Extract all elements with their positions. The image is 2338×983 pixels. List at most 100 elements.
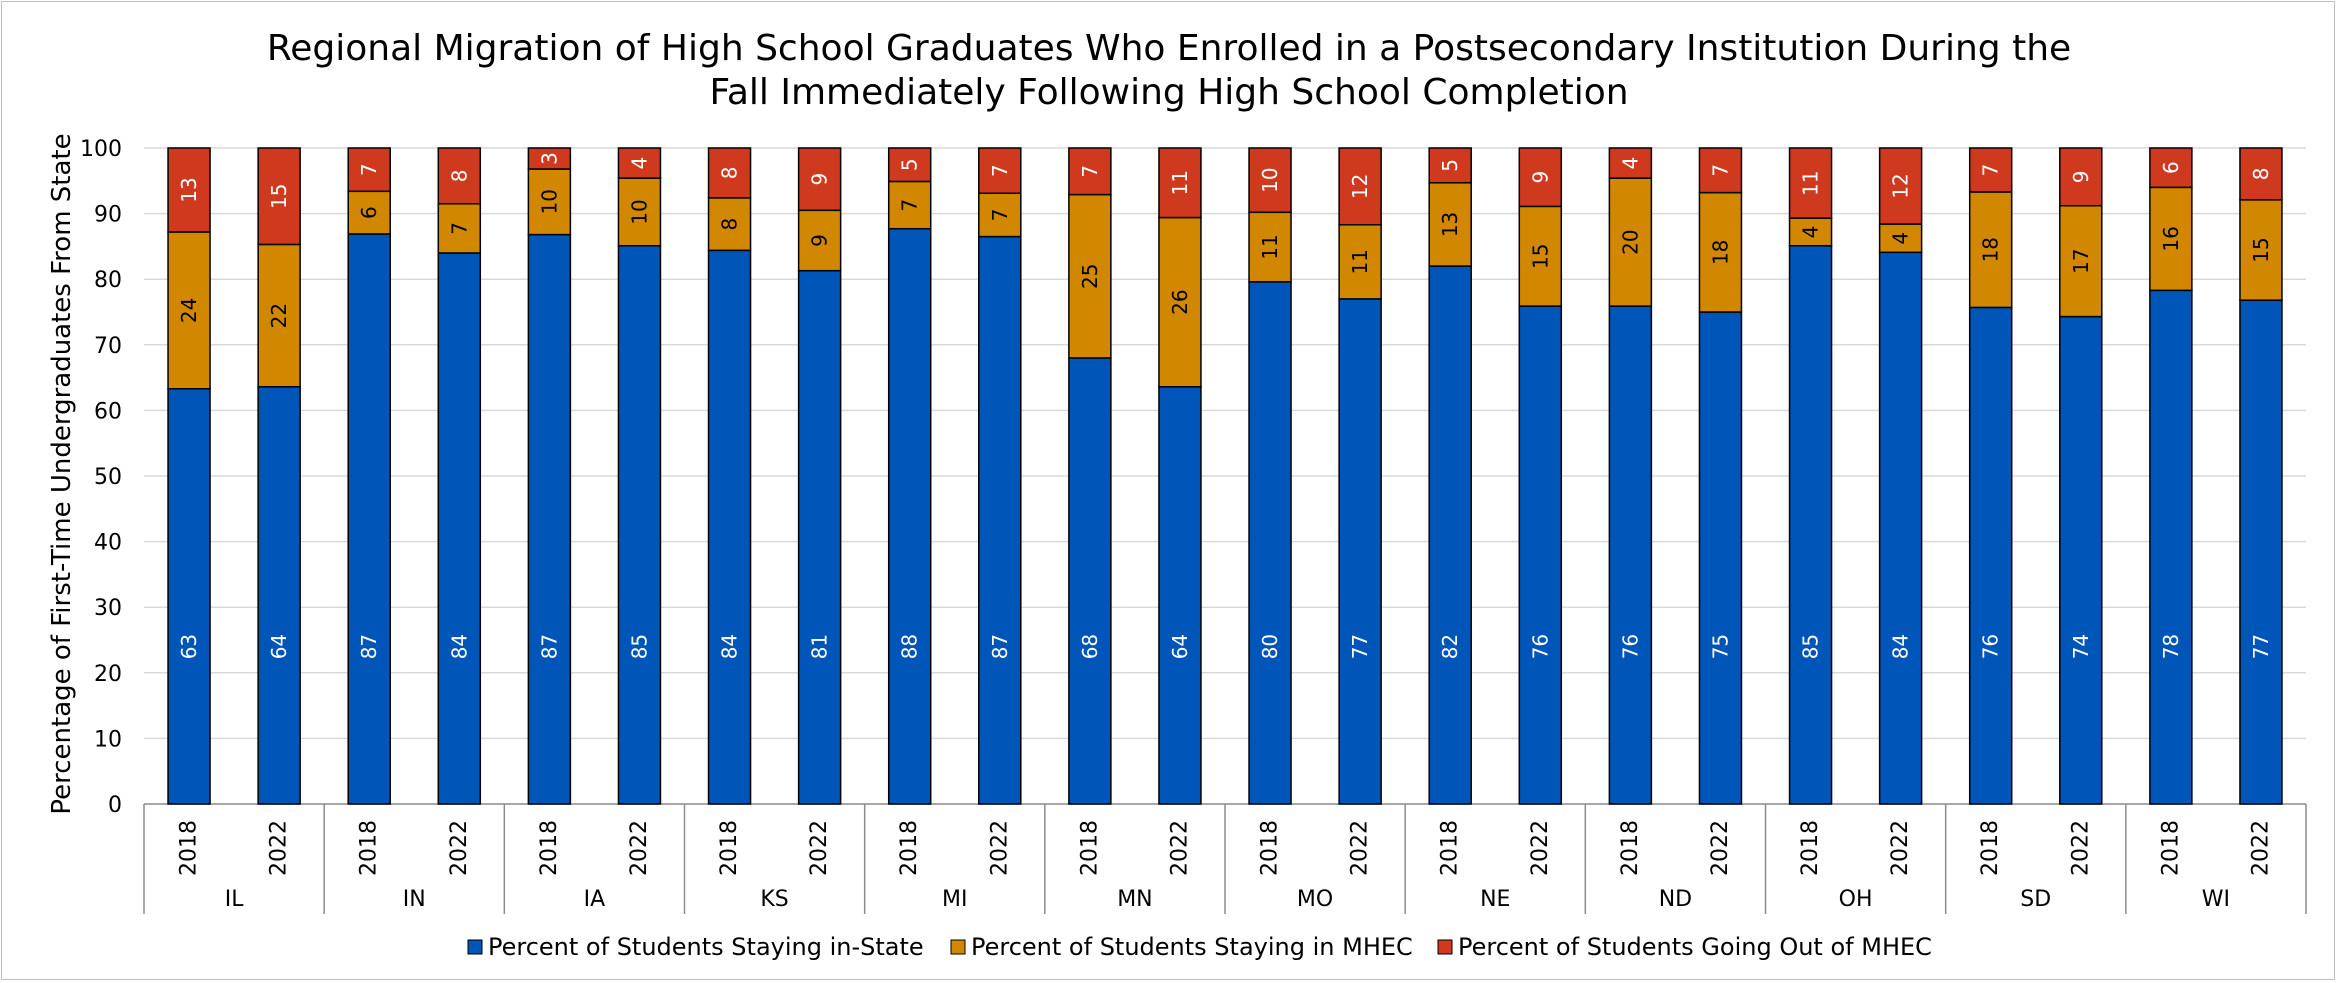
x-tick-label: 2022 [2068,820,2093,876]
bar-segment [1788,244,1833,805]
data-label: 88 [898,634,922,659]
data-label: 18 [1979,237,2003,262]
y-tick-label: 20 [94,662,122,687]
data-label: 76 [1618,634,1642,659]
data-label: 9 [1528,171,1552,184]
bar-segment [2239,147,2283,201]
data-label: 81 [808,634,832,659]
x-tick-label: 2018 [897,820,922,876]
x-tick-label: 2022 [807,820,832,876]
bar-segment [257,386,301,805]
bar-segment [527,233,572,805]
data-label: 7 [1979,164,2003,177]
x-tick-label: 2018 [717,820,742,876]
bar-segment [1878,251,1923,805]
data-label: 76 [1979,634,2003,659]
data-label: 68 [1078,634,1102,659]
bar-segment [2149,289,2193,805]
bars [167,147,2283,805]
data-label: 9 [808,173,832,186]
x-group-label: NE [1480,887,1510,912]
data-label: 78 [2159,634,2183,659]
x-tick-label: 2022 [1167,820,1192,876]
data-label: 18 [1708,240,1732,265]
legend-swatch [1437,939,1453,955]
data-label: 85 [1799,634,1823,659]
legend: Percent of Students Staying in-State Perc… [467,933,1932,961]
x-group-label: KS [760,887,788,912]
data-label: 12 [1348,174,1372,199]
legend-entry: Percent of Students Staying in-State [488,933,924,961]
x-axis: 2018 2022 2018 2022 2018 2022 2018 2022 2018 2022… [143,804,2307,914]
data-label: 7 [357,163,381,176]
bar-segment [1338,224,1382,300]
bar-segment [437,203,482,254]
chart-title-line-1: Regional Migration of High School Gradua… [267,28,2071,69]
data-label: 84 [447,634,471,659]
data-label: 7 [988,164,1012,177]
data-label: 11 [1168,170,1192,195]
data-label: 84 [718,634,742,659]
data-label: 15 [1528,244,1552,269]
data-label: 5 [1438,159,1462,172]
bar-segment [1788,147,1833,219]
bar-segment [887,180,932,230]
data-label: 7 [1078,165,1102,178]
data-label: 3 [537,152,561,165]
x-tick-label: 2018 [1978,820,2003,876]
bar-segment [2149,186,2193,292]
data-label: 63 [177,634,201,659]
x-tick-label: 2018 [177,820,202,876]
data-label: 12 [1889,173,1913,198]
bar-segment [527,147,572,170]
bar-segment [1968,306,2013,805]
bar-segment [978,147,1022,195]
x-group-label: IA [584,887,606,912]
bar-segment [167,147,211,233]
bar-segment [797,269,842,805]
x-tick-label: 2018 [2158,820,2183,876]
data-label: 10 [627,199,651,224]
x-tick-label: 2022 [627,820,652,876]
y-tick-label: 100 [80,137,122,162]
bar-segment [707,249,752,805]
x-tick-label: 2022 [267,820,292,876]
data-label: 7 [1708,164,1732,177]
bar-segment [2239,199,2283,301]
legend-entry: Percent of Students Staying in MHEC [971,933,1413,961]
chart-title-line-2: Fall Immediately Following High School C… [709,72,1628,113]
data-label: 13 [177,177,201,202]
bar-segment [887,147,932,183]
bar-segment [2059,315,2103,805]
data-label: 13 [1438,212,1462,237]
data-label: 8 [2249,168,2273,181]
bar-segment [1698,191,1743,313]
data-label: 10 [537,189,561,214]
x-tick-label: 2018 [1798,820,1823,876]
data-label: 26 [1168,289,1192,314]
data-label: 82 [1438,634,1462,659]
x-group-label: ND [1659,887,1692,912]
bar-segment [437,252,482,805]
data-label: 64 [267,634,291,659]
data-label: 4 [627,157,651,170]
data-label: 16 [2159,226,2183,251]
x-tick-label: 2018 [1438,820,1463,876]
bar-segment [887,227,932,805]
data-label: 7 [447,222,471,235]
x-tick-label: 2022 [1708,820,1733,876]
bar-segment [1698,311,1743,805]
bar-segment [797,147,842,212]
bar-segment [978,235,1022,805]
x-group-label: SD [2020,887,2051,912]
bar-segment [1338,147,1382,226]
data-label: 4 [1618,157,1642,170]
legend-swatch [467,939,483,955]
bar-segment [1428,147,1472,184]
data-label: 84 [1889,634,1913,659]
bar-segment [617,244,662,805]
x-tick-label: 2022 [1888,820,1913,876]
data-label: 7 [988,209,1012,222]
x-group-label: IN [403,887,426,912]
